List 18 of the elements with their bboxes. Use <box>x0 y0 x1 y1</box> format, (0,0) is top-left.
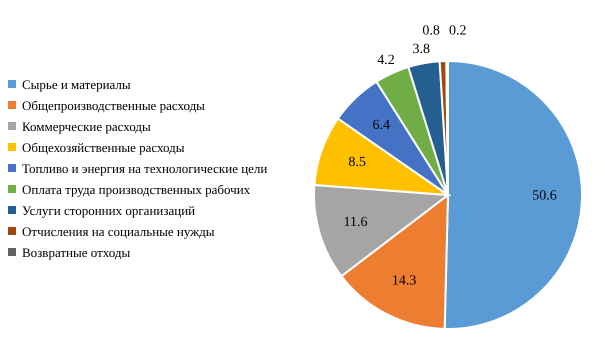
data-label: 3.8 <box>412 42 430 57</box>
data-label: 50.6 <box>532 188 557 204</box>
data-label: 0.2 <box>448 24 466 39</box>
legend-label: Услуги сторонних организаций <box>22 202 196 220</box>
legend-label: Коммерческие расходы <box>22 118 151 136</box>
data-label: 11.6 <box>344 214 368 230</box>
legend-label: Общепроизводственные расходы <box>22 96 205 115</box>
data-label: 14.3 <box>392 273 416 288</box>
legend-label: Отчисления на социальные нужды <box>22 222 215 241</box>
data-label: 6.4 <box>372 118 390 133</box>
legend-label: Общехозяйственные расходы <box>22 138 184 157</box>
data-label: 8.5 <box>348 155 366 170</box>
legend-label: Оплата труда производственных рабочих <box>22 180 250 199</box>
legend-label: Возвратные отходы <box>22 244 130 262</box>
data-label: 0.8 <box>422 24 440 39</box>
legend-label: Топливо и энергия на технологические цели <box>22 160 268 178</box>
legend-label: Сырье и материалы <box>22 76 131 94</box>
data-label: 4.2 <box>377 53 395 68</box>
